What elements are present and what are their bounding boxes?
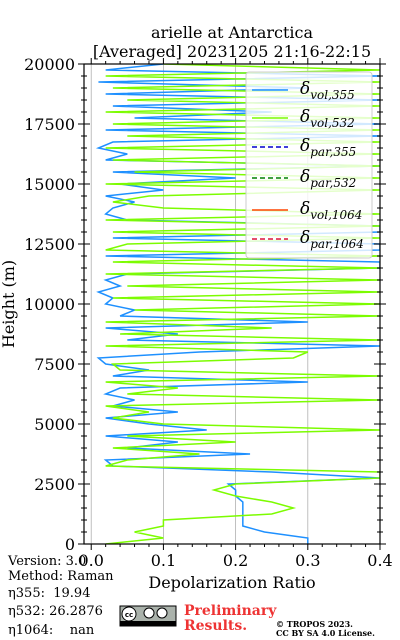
legend-symbol: δ — [300, 167, 310, 187]
x-tick-label: 0.1 — [151, 551, 176, 570]
y-tick-label: 7500 — [34, 355, 75, 374]
notice: Results. — [184, 618, 247, 634]
legend-symbol: δ — [300, 228, 310, 248]
copyright: CC BY SA 4.0 License. — [276, 628, 375, 638]
chart-subtitle: [Averaged] 20231205 21:16-22:15 — [93, 42, 371, 61]
legend-subscript: par,355 — [310, 145, 356, 159]
legend-symbol: δ — [300, 199, 310, 219]
svg-text:cc: cc — [125, 611, 133, 619]
y-tick-label: 17500 — [24, 115, 75, 134]
y-tick-label: 15000 — [24, 175, 75, 194]
cc-badge: cc — [119, 605, 177, 627]
y-axis-label: Height (m) — [0, 260, 18, 348]
chart-title: arielle at Antarctica — [151, 23, 314, 42]
legend-label: δvol,532 — [300, 107, 355, 130]
info-line: η532: 26.2876 — [8, 604, 103, 619]
info-line: Method: Raman — [8, 569, 114, 584]
notice: Preliminary — [184, 603, 277, 619]
legend-symbol: δ — [300, 107, 310, 127]
y-tick-label: 10000 — [24, 295, 75, 314]
legend-label: δvol,355 — [300, 79, 355, 102]
x-tick-label: 0.2 — [223, 551, 248, 570]
y-tick-label: 12500 — [24, 235, 75, 254]
x-tick-label: 0.4 — [367, 551, 392, 570]
copyright: © TROPOS 2023. — [276, 619, 353, 629]
y-tick-label: 5000 — [34, 415, 75, 434]
legend-subscript: vol,355 — [310, 88, 355, 102]
info-line: η1064: nan — [8, 623, 95, 638]
legend-subscript: par,532 — [310, 176, 356, 190]
legend-symbol: δ — [300, 79, 310, 99]
y-tick-label: 0 — [65, 535, 75, 554]
legend-subscript: par,1064 — [310, 237, 364, 251]
x-tick-label: 0.3 — [295, 551, 320, 570]
legend-label: δpar,532 — [300, 167, 356, 190]
legend-label: δpar,1064 — [300, 228, 364, 251]
x-tick-label: 0.0 — [78, 551, 103, 570]
info-line: Version: 3.0 — [7, 554, 86, 569]
info-block: Version: 3.0 Method: Raman η355: 19.94 η… — [7, 554, 114, 638]
legend-label: δvol,1064 — [300, 199, 362, 222]
legend-subscript: vol,1064 — [310, 208, 362, 222]
legend-symbol: δ — [300, 136, 310, 156]
y-tick-label: 2500 — [34, 475, 75, 494]
y-tick-label: 20000 — [24, 55, 75, 74]
legend-subscript: vol,532 — [310, 116, 355, 130]
legend-label: δpar,355 — [300, 136, 356, 159]
legend: δvol,355δvol,532δpar,355δpar,532δvol,106… — [245, 71, 373, 259]
x-axis-label: Depolarization Ratio — [148, 573, 315, 592]
info-line: η355: 19.94 — [8, 586, 90, 601]
plot-area: 0.0 0.1 0.2 0.3 0.4 0 2500 5000 7500 10000 12500 15… — [24, 55, 393, 570]
